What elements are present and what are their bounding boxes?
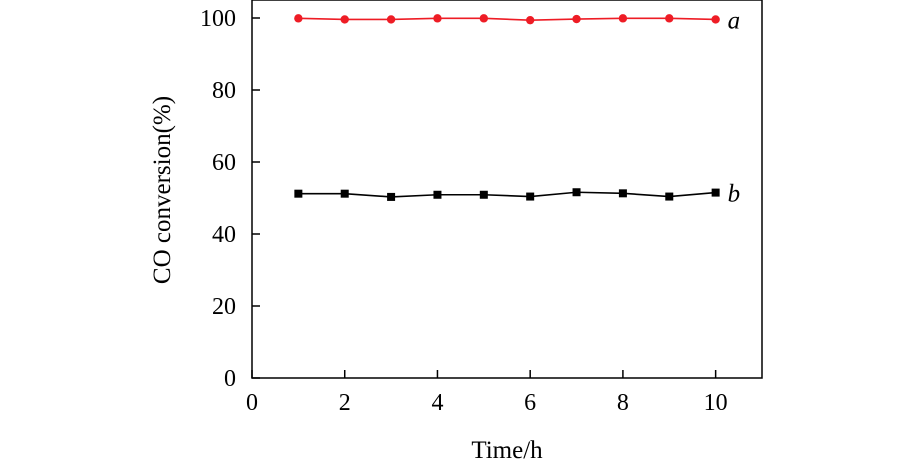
data-point (294, 14, 303, 23)
data-point (572, 14, 581, 24)
data-point (618, 189, 627, 198)
data-point (479, 14, 489, 23)
data-point (433, 14, 442, 23)
y-tick-label: 60 (212, 150, 236, 176)
y-axis: 0 20 40 60 80 100 (200, 6, 260, 392)
x-axis: 0 2 4 6 8 10 (246, 370, 728, 416)
x-tick-label: 0 (246, 390, 258, 416)
data-point (526, 192, 535, 201)
y-tick-label: 20 (212, 294, 236, 320)
data-point (387, 192, 396, 201)
series-b-label: b (728, 181, 741, 208)
series-a: a (294, 7, 740, 34)
y-tick-label: 40 (212, 222, 236, 248)
x-tick-label: 2 (339, 390, 351, 416)
data-point (665, 192, 674, 201)
y-tick-label: 0 (224, 366, 236, 392)
x-tick-label: 8 (617, 390, 629, 416)
data-point (525, 15, 535, 25)
data-point (340, 189, 349, 198)
data-point (433, 190, 442, 199)
series-a-label: a (728, 7, 741, 34)
x-axis-label: Time/h (471, 437, 543, 464)
data-point (294, 189, 303, 198)
data-point (479, 190, 488, 199)
data-point (711, 15, 720, 24)
x-tick-label: 6 (524, 390, 536, 416)
data-point (340, 15, 349, 24)
x-tick-label: 4 (431, 390, 443, 416)
series-b: b (294, 181, 740, 208)
x-tick-label: 10 (704, 390, 728, 416)
data-point (665, 14, 674, 23)
series-b-line (298, 191, 716, 198)
data-point (572, 188, 581, 197)
data-point (386, 15, 396, 24)
data-point (711, 188, 720, 197)
series-layer: ab (294, 7, 740, 208)
data-point (618, 14, 628, 23)
plot-frame (251, 0, 763, 379)
series-a-line (298, 17, 716, 21)
y-tick-label: 80 (212, 78, 236, 104)
y-axis-label: CO conversion(%) (149, 96, 176, 284)
y-tick-label: 100 (200, 6, 236, 32)
